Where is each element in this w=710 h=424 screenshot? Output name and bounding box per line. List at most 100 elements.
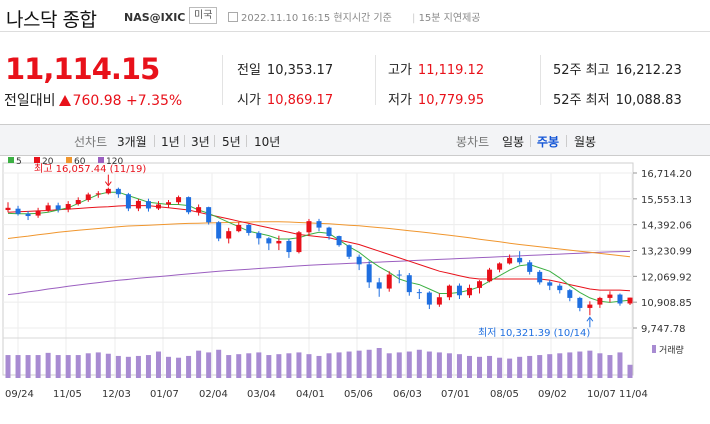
range-3m[interactable]: 3개월: [117, 135, 147, 149]
candle-body: [125, 194, 131, 209]
candle-body: [446, 285, 452, 298]
volume-bar: [477, 356, 483, 378]
divider: [566, 135, 567, 147]
candle-body: [316, 221, 322, 228]
change-label: 전일대비: [4, 93, 56, 109]
tab-daily[interactable]: 일봉: [502, 135, 525, 149]
volume-bar: [55, 355, 61, 378]
candle-body: [216, 222, 222, 239]
volume-bar: [446, 353, 452, 378]
volume-bar: [125, 356, 131, 378]
candle-body: [386, 274, 392, 289]
y-tick-label: 13,230.99: [641, 247, 692, 258]
stat-open: 시가 10,869.17: [237, 93, 334, 108]
y-tick-label: 14,392.06: [641, 221, 692, 232]
candle-body: [115, 188, 121, 195]
candle-body: [416, 292, 422, 294]
range-5y[interactable]: 5년: [222, 135, 241, 149]
candle-body: [25, 213, 31, 217]
volume-bar: [65, 355, 71, 378]
range-3y[interactable]: 3년: [191, 135, 210, 149]
candle-body: [547, 282, 553, 286]
quote-time: 2022.11.10 16:15 현지시간 기준: [228, 9, 392, 24]
index-title: 나스닥 종합: [6, 9, 97, 31]
volume-bar: [246, 353, 252, 378]
x-tick-label: 08/05: [490, 389, 519, 400]
volume-bar: [396, 352, 402, 378]
stat-divider: [375, 55, 376, 105]
volume-bar: [226, 355, 232, 378]
legend-swatch: [98, 157, 104, 163]
volume-bar: [567, 352, 573, 378]
candle-body: [587, 304, 593, 308]
legend-swatch: [66, 157, 72, 163]
x-tick-label: 02/04: [199, 389, 228, 400]
volume-bar: [85, 353, 91, 378]
volume-bar: [527, 355, 533, 378]
candle-body: [45, 205, 51, 211]
low-arrow-head: [586, 316, 594, 322]
candle-body: [226, 231, 232, 239]
volume-bar: [206, 352, 212, 378]
line-chart-label: 선차트: [74, 135, 108, 149]
volume-bar: [416, 349, 422, 378]
candle-body: [537, 271, 543, 283]
volume-bar: [597, 353, 603, 378]
index-code: NAS@IXIC: [124, 11, 186, 24]
calendar-icon: [228, 12, 238, 22]
candle-body: [406, 275, 412, 293]
candle-body: [617, 294, 623, 304]
x-tick-label: 11/04: [619, 389, 648, 400]
candle-body: [135, 200, 141, 209]
candle-body: [236, 224, 242, 232]
tab-monthly[interactable]: 월봉: [574, 135, 597, 149]
x-tick-label: 12/03: [102, 389, 131, 400]
volume-bar: [316, 355, 322, 378]
volume-bar: [557, 353, 563, 378]
volume-bar: [196, 350, 202, 378]
divider: [246, 135, 247, 147]
candle-body: [487, 269, 493, 282]
volume-bar: [547, 354, 553, 378]
high-annotation: 최고 16,057.44 (11/19): [34, 163, 146, 175]
volume-bar: [5, 355, 11, 378]
volume-bar: [356, 350, 362, 378]
candle-body: [356, 256, 362, 265]
candle-body: [336, 236, 342, 246]
stat-52w-low: 52주 최저 10,088.83: [553, 93, 682, 108]
stat-divider: [540, 55, 541, 105]
volume-bar: [507, 358, 513, 378]
candle-body: [15, 208, 21, 214]
x-tick-label: 09/24: [5, 389, 34, 400]
candle-body: [527, 262, 533, 272]
candle-body: [346, 245, 352, 257]
volume-bar: [587, 350, 593, 378]
candle-body: [326, 227, 332, 237]
volume-bar: [105, 353, 111, 378]
candle-body: [85, 194, 91, 201]
y-tick-label: 12,069.92: [641, 272, 692, 283]
legend-label: 20: [42, 157, 54, 167]
stat-low: 저가 10,779.95: [388, 93, 485, 108]
candle-body: [296, 232, 302, 253]
range-1y[interactable]: 1년: [161, 135, 180, 149]
volume-bar: [376, 348, 382, 378]
volume-bar: [276, 354, 282, 378]
volume-bar: [487, 355, 493, 378]
candle-body: [276, 240, 282, 244]
volume-bar: [436, 352, 442, 378]
volume-bar: [166, 356, 172, 378]
delay-notice: | 15분 지연제공: [412, 13, 481, 24]
change-value: 760.98: [72, 93, 122, 109]
x-tick-label: 04/01: [296, 389, 325, 400]
x-tick-label: 01/07: [150, 389, 179, 400]
quote-time-text: 2022.11.10 16:15 현지시간 기준: [241, 13, 392, 24]
range-10y[interactable]: 10년: [254, 135, 281, 149]
volume-bar: [286, 353, 292, 378]
x-tick-label: 03/04: [247, 389, 276, 400]
ma-line-5: [7, 191, 631, 303]
candle-body: [557, 285, 563, 291]
tab-weekly[interactable]: 주봉: [537, 135, 560, 149]
candle-body: [176, 197, 182, 203]
